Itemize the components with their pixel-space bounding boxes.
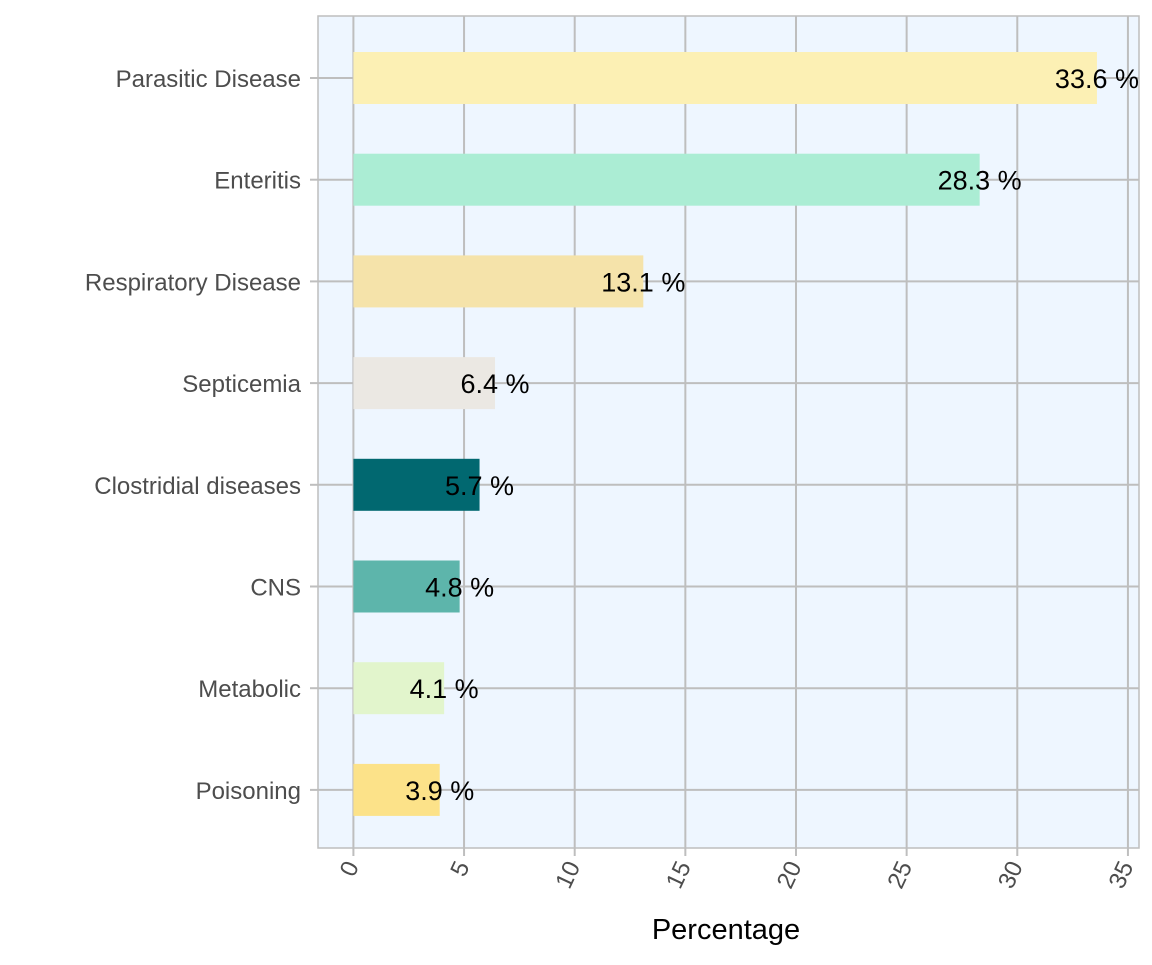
bar: [353, 458, 480, 511]
x-tick-label: 5: [445, 857, 475, 881]
bar: [353, 662, 445, 715]
category-label: CNS: [250, 575, 301, 602]
data-label: 4.1 %: [410, 674, 479, 704]
category-label: Enteritis: [214, 168, 301, 195]
category-label: Clostridial diseases: [94, 473, 301, 500]
data-labels: 33.6 % 28.3 % 13.1 % 6.4 % 5.7 % 4.8 % 4.1 % 3.…: [405, 64, 1139, 806]
x-tick-label: 25: [882, 857, 918, 893]
x-axis-title: Percentage: [652, 914, 800, 946]
category-label: Septicemia: [182, 371, 301, 398]
bar: [353, 763, 440, 816]
x-tick-label: 0: [335, 857, 365, 881]
data-label: 13.1 %: [601, 267, 685, 297]
x-tick-label: 30: [993, 857, 1029, 893]
category-label: Parasitic Disease: [116, 66, 301, 93]
bar: [353, 52, 1097, 104]
plot-panel: [317, 15, 1140, 849]
x-tick-label: 35: [1104, 857, 1140, 893]
x-tick-label: 15: [661, 857, 697, 893]
bar: [353, 255, 644, 308]
bars: [353, 52, 1097, 816]
data-label: 4.8 %: [425, 573, 494, 603]
category-label: Poisoning: [196, 778, 301, 805]
category-label: Respiratory Disease: [85, 269, 301, 296]
data-label: 28.3 %: [938, 166, 1022, 196]
x-axis-ticks: 0 5 10 15 20 25 30 35: [335, 848, 1140, 893]
bar: [353, 357, 496, 410]
category-label: Metabolic: [198, 676, 301, 703]
data-label: 6.4 %: [461, 369, 530, 399]
data-label: 33.6 %: [1055, 64, 1139, 94]
data-label: 3.9 %: [405, 776, 474, 806]
bar: [353, 153, 980, 206]
data-label: 5.7 %: [445, 471, 514, 501]
x-tick-label: 10: [550, 857, 586, 893]
bar: [353, 560, 460, 613]
y-axis-labels: Parasitic Disease Enteritis Respiratory Di…: [85, 66, 318, 805]
x-tick-label: 20: [772, 857, 808, 893]
